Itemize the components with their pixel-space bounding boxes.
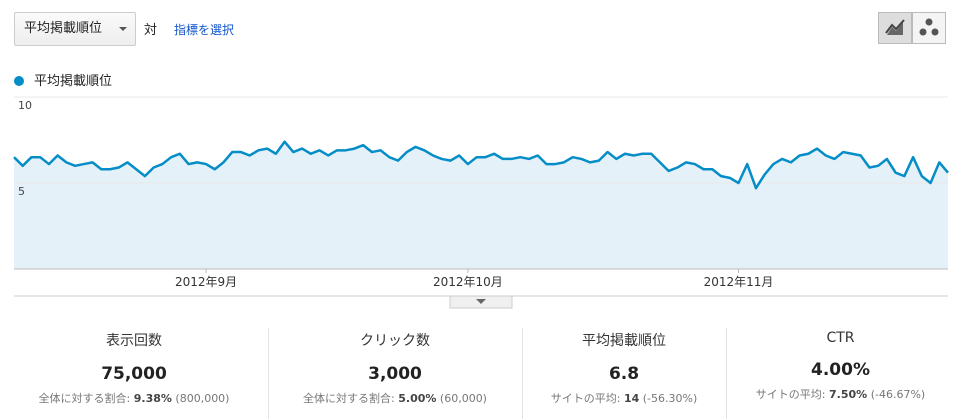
area [14, 141, 948, 269]
metric-value: 3,000 [368, 364, 422, 384]
summary-cell: クリック数 3,000 全体に対する割合: 5.00% (60,000) [268, 318, 522, 419]
separator [268, 328, 269, 419]
y-tick-label: 5 [18, 185, 25, 198]
legend: 平均掲載順位 [14, 70, 112, 89]
note-value: 7.50% [829, 388, 868, 401]
metric-value: 6.8 [608, 364, 640, 384]
versus: 対 [144, 23, 158, 38]
summary-cell: CTR 4.00% サイトの平均: 7.50% (-46.67%) [726, 318, 955, 419]
metric-dropdown[interactable]: 平均掲載順位 [14, 12, 136, 46]
separator [522, 328, 523, 419]
separator [726, 328, 727, 419]
line [13, 140, 949, 190]
note-label: サイトの平均: [550, 392, 621, 405]
summary-cell: 表示回数 75,000 全体に対する割合: 9.38% (800,000) [0, 318, 268, 419]
note-label: サイトの平均: [755, 388, 826, 401]
motion-chart-button[interactable] [912, 12, 946, 44]
y-tick-label: 10 [18, 99, 32, 112]
metric-title: 平均掲載順位 [582, 333, 666, 349]
summary-cell: 平均掲載順位 6.8 サイトの平均: 14 (-56.30%) [522, 318, 726, 419]
note-extra: (60,000) [439, 392, 487, 405]
bubble-icon [919, 18, 939, 36]
note-value: 14 [623, 392, 640, 405]
chart: 5 10 2012年9月 2012年10月 2012年11月 [13, 96, 949, 309]
metric-title: クリック数 [360, 333, 430, 349]
note-value: 9.38% [133, 392, 172, 405]
note-value: 5.00% [398, 392, 437, 405]
metric-title: CTR [826, 330, 855, 346]
metric-value: 4.00% [811, 360, 870, 380]
line-chart-button[interactable] [878, 12, 912, 44]
metric-note: 全体に対する割合: 5.00% (60,000) [268, 390, 522, 406]
note-extra: (-46.67%) [870, 388, 926, 401]
x-tick-label: 2012年9月 [175, 275, 237, 289]
x-tick-label: 2012年11月 [704, 275, 774, 289]
metric-note: 全体に対する割合: 9.38% (800,000) [0, 390, 268, 406]
note-extra: (-56.30%) [642, 392, 698, 405]
expand-arrow [476, 299, 486, 304]
metric-note: サイトの平均: 7.50% (-46.67%) [726, 386, 955, 402]
legend-dot [14, 76, 24, 86]
x-tick-label: 2012年10月 [433, 275, 503, 289]
note-label: 全体に対する割合: [303, 392, 395, 405]
note-label: 全体に対する割合: [38, 392, 131, 405]
note-extra: (800,000) [175, 392, 230, 405]
legend-label: 平均掲載順位 [34, 74, 113, 89]
metric-value: 75,000 [101, 364, 167, 384]
dropdown-label: 平均掲載順位 [24, 21, 103, 36]
metric-title: 表示回数 [106, 333, 162, 349]
metric-note: サイトの平均: 14 (-56.30%) [522, 390, 726, 406]
caret [119, 27, 127, 35]
select-metric-link[interactable]: 指標を選択 [174, 23, 235, 37]
line-icon [885, 19, 905, 35]
